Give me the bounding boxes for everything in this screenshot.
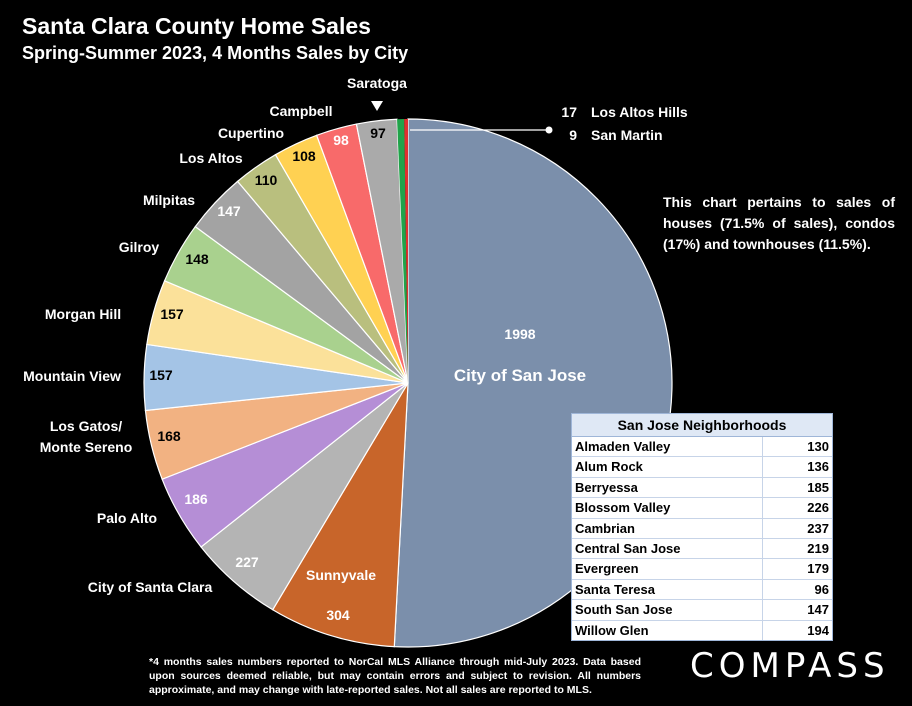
- table-row: Willow Glen 194: [572, 620, 832, 640]
- table-row: Almaden Valley 130: [572, 437, 832, 458]
- table-row: Blossom Valley 226: [572, 498, 832, 519]
- table-row: Central San Jose 219: [572, 538, 832, 560]
- neighborhood-sales: 96: [814, 581, 829, 597]
- slice-name-label: Los Altos: [179, 150, 242, 166]
- pie-slice: [404, 119, 408, 383]
- pie-slice: [397, 119, 408, 383]
- neighborhood-sales: 147: [807, 602, 829, 618]
- slice-value-label: 227: [235, 554, 259, 570]
- neighborhood-name: Central San Jose: [572, 538, 763, 559]
- table-row: Santa Teresa 96: [572, 579, 832, 601]
- slice-value-label: 157: [149, 367, 173, 383]
- slice-name-label: San Martin: [591, 127, 663, 143]
- pie-slice: [355, 118, 409, 384]
- neighborhood-sales: 136: [807, 459, 829, 475]
- table-row: Berryessa 185: [572, 477, 832, 499]
- slice-name-label: City of Santa Clara: [88, 579, 213, 595]
- slice-name-label: Campbell: [269, 103, 332, 119]
- neighborhood-table-title: San Jose Neighborhoods: [572, 414, 832, 437]
- neighborhood-sales: 194: [807, 622, 829, 638]
- slice-name-label: Morgan Hill: [45, 306, 121, 322]
- table-row: South San Jose 147: [572, 600, 832, 621]
- pie-slice: [271, 382, 409, 648]
- slice-value-label: 1998: [504, 326, 535, 342]
- table-row: Cambrian 237: [572, 518, 832, 539]
- slice-name-label: City of San Jose: [454, 366, 586, 385]
- neighborhood-sales: 219: [807, 540, 829, 556]
- slice-name-label: Mountain View: [23, 368, 121, 384]
- neighborhood-table: San Jose Neighborhoods Almaden Valley 130…: [571, 413, 833, 641]
- chart-note: This chart pertains to sales of houses (…: [663, 194, 895, 252]
- slice-value-label: 168: [157, 428, 181, 444]
- neighborhood-name: Almaden Valley: [572, 437, 763, 457]
- slice-name-label: Saratoga: [347, 75, 407, 91]
- slice-value-label: 186: [184, 491, 208, 507]
- slice-name-label: Sunnyvale: [306, 567, 376, 583]
- neighborhood-name: Cambrian: [572, 518, 763, 538]
- neighborhood-sales: 185: [807, 479, 829, 495]
- leader-dot: [545, 126, 553, 134]
- neighborhood-sales: 179: [807, 561, 829, 577]
- slice-value-label: 98: [333, 132, 349, 148]
- slice-value-label: 157: [160, 306, 184, 322]
- neighborhood-sales: 226: [807, 500, 829, 516]
- neighborhood-name: South San Jose: [572, 600, 763, 620]
- slice-value-label: 147: [217, 203, 241, 219]
- footnote: *4 months sales numbers reported to NorC…: [149, 656, 641, 696]
- slice-value-label: 9: [569, 127, 577, 143]
- slice-value-label: 110: [255, 172, 278, 188]
- neighborhood-name: Berryessa: [572, 477, 763, 498]
- slice-value-label: 97: [370, 125, 386, 141]
- neighborhood-sales: 237: [807, 520, 829, 536]
- arrow-down-icon: [371, 101, 383, 111]
- neighborhood-sales: 130: [807, 439, 829, 454]
- table-row: Alum Rock 136: [572, 457, 832, 478]
- slice-name-label: Gilroy: [119, 239, 160, 255]
- neighborhood-name: Willow Glen: [572, 620, 763, 640]
- slice-name-label: Los Gatos/: [50, 418, 122, 434]
- neighborhood-name: Evergreen: [572, 559, 763, 579]
- slice-name-label: Milpitas: [143, 192, 195, 208]
- neighborhood-name: Alum Rock: [572, 457, 763, 477]
- chart-subtitle: Spring-Summer 2023, 4 Months Sales by Ci…: [22, 43, 409, 63]
- slice-value-label: 304: [326, 607, 350, 623]
- slice-name-label: Monte Sereno: [40, 439, 133, 455]
- table-row: Evergreen 179: [572, 559, 832, 580]
- slice-value-label: 17: [561, 104, 577, 120]
- slice-name-label: Cupertino: [218, 125, 284, 141]
- chart-title: Santa Clara County Home Sales: [22, 13, 371, 39]
- slice-value-label: 108: [292, 148, 316, 164]
- neighborhood-name: Blossom Valley: [572, 498, 763, 518]
- slice-name-label: Palo Alto: [97, 510, 157, 526]
- neighborhood-name: Santa Teresa: [572, 579, 763, 600]
- slice-value-label: 148: [185, 251, 209, 267]
- slice-name-label: Los Altos Hills: [591, 104, 688, 120]
- compass-logo: COMPASS: [690, 646, 890, 686]
